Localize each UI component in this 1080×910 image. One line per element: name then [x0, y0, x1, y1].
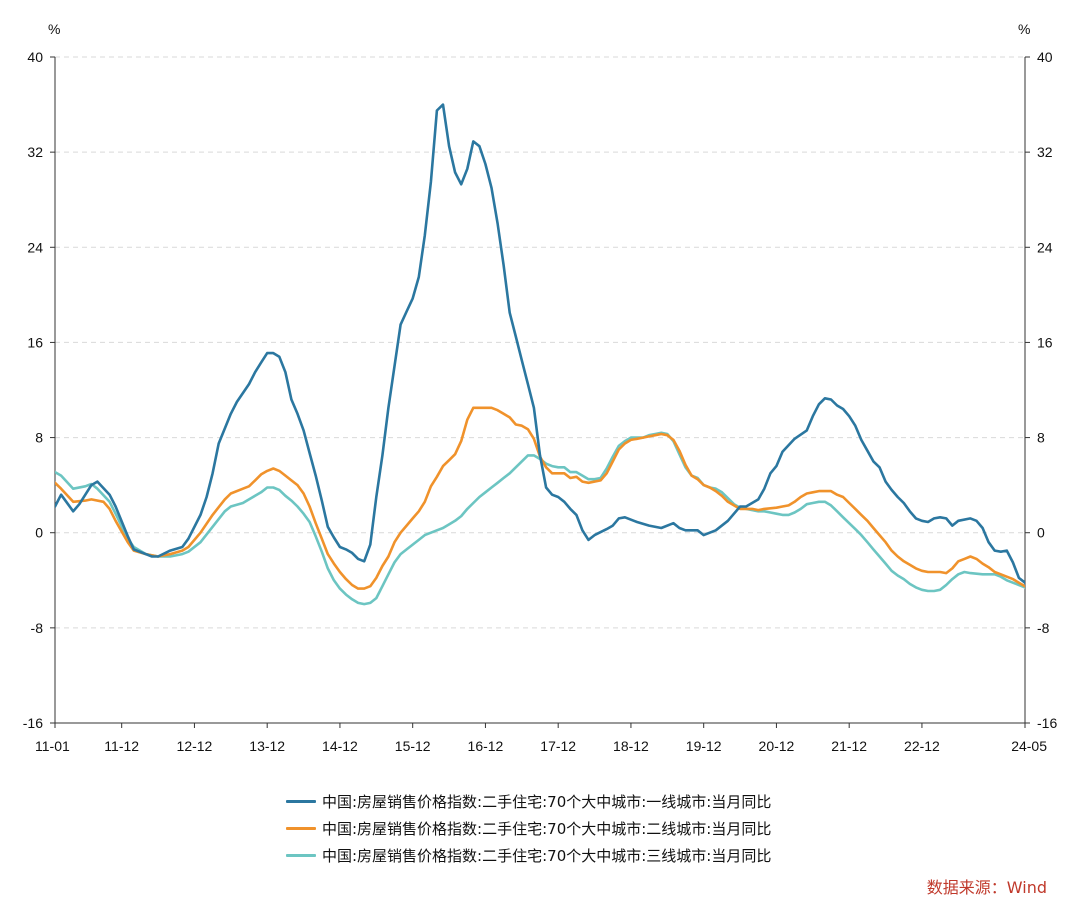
x-tick-label: 21-12	[831, 738, 867, 754]
y-left-tick-label: 24	[27, 239, 43, 255]
x-tick-label: 13-12	[249, 738, 285, 754]
y-left-tick-label: -8	[31, 620, 44, 636]
axes: 40 40 32 32 24 24 16 16 8 8 0 0 -8 -8 -16 -16 11-01 11-12…	[23, 49, 1058, 754]
y-left-tick-label: -16	[23, 715, 43, 731]
y-right-tick-label: 32	[1037, 144, 1053, 160]
x-tick-label: 15-12	[395, 738, 431, 754]
legend-item-tier2: 中国:房屋销售价格指数:二手住宅:70个大中城市:二线城市:当月同比	[286, 815, 771, 842]
legend-item-tier3: 中国:房屋销售价格指数:二手住宅:70个大中城市:三线城市:当月同比	[286, 842, 771, 869]
legend-swatch-tier1	[286, 800, 316, 803]
y-right-tick-label: 40	[1037, 49, 1053, 65]
legend-label-tier3: 中国:房屋销售价格指数:二手住宅:70个大中城市:三线城市:当月同比	[322, 847, 772, 865]
x-tick-label: 14-12	[322, 738, 358, 754]
x-tick-label: 19-12	[686, 738, 722, 754]
y-left-tick-label: 8	[35, 430, 43, 446]
legend-label-tier1: 中国:房屋销售价格指数:二手住宅:70个大中城市:一线城市:当月同比	[322, 793, 772, 811]
chart-legend: 中国:房屋销售价格指数:二手住宅:70个大中城市:一线城市:当月同比 中国:房屋…	[286, 788, 771, 869]
legend-swatch-tier3	[286, 854, 316, 857]
x-tick-label: 12-12	[177, 738, 213, 754]
y-left-tick-label: 32	[27, 144, 43, 160]
y-right-tick-label: 24	[1037, 239, 1053, 255]
x-tick-label: 16-12	[468, 738, 504, 754]
x-tick-label: 18-12	[613, 738, 649, 754]
data-source-label: 数据来源：Wind	[926, 878, 1047, 897]
legend-item-tier1: 中国:房屋销售价格指数:二手住宅:70个大中城市:一线城市:当月同比	[286, 788, 771, 815]
line-chart: 40 40 32 32 24 24 16 16 8 8 0 0 -8 -8 -16 -16 11-01 11-12…	[23, 21, 1058, 754]
y-left-tick-label: 16	[27, 334, 43, 350]
y-right-tick-label: 16	[1037, 334, 1053, 350]
x-tick-label: 11-12	[104, 738, 139, 754]
x-tick-label: 11-01	[35, 738, 70, 754]
series-line-tier2	[55, 406, 1025, 590]
x-tick-label: 17-12	[540, 738, 576, 754]
series-line-tier3	[55, 431, 1025, 606]
x-tick-label: 22-12	[904, 738, 940, 754]
legend-swatch-tier2	[286, 827, 316, 830]
y-right-tick-label: 8	[1037, 430, 1045, 446]
y-right-tick-label: -8	[1037, 620, 1050, 636]
y-left-unit-label: %	[48, 21, 60, 37]
y-left-tick-label: 0	[35, 525, 43, 541]
y-right-tick-label: -16	[1037, 715, 1057, 731]
y-right-unit-label: %	[1018, 21, 1030, 37]
x-tick-label: 24-05	[1011, 738, 1047, 754]
y-right-tick-label: 0	[1037, 525, 1045, 541]
series-line-tier1	[55, 103, 1025, 586]
y-left-tick-label: 40	[27, 49, 43, 65]
series-lines	[55, 103, 1025, 606]
legend-label-tier2: 中国:房屋销售价格指数:二手住宅:70个大中城市:二线城市:当月同比	[322, 820, 772, 838]
x-tick-label: 20-12	[759, 738, 795, 754]
